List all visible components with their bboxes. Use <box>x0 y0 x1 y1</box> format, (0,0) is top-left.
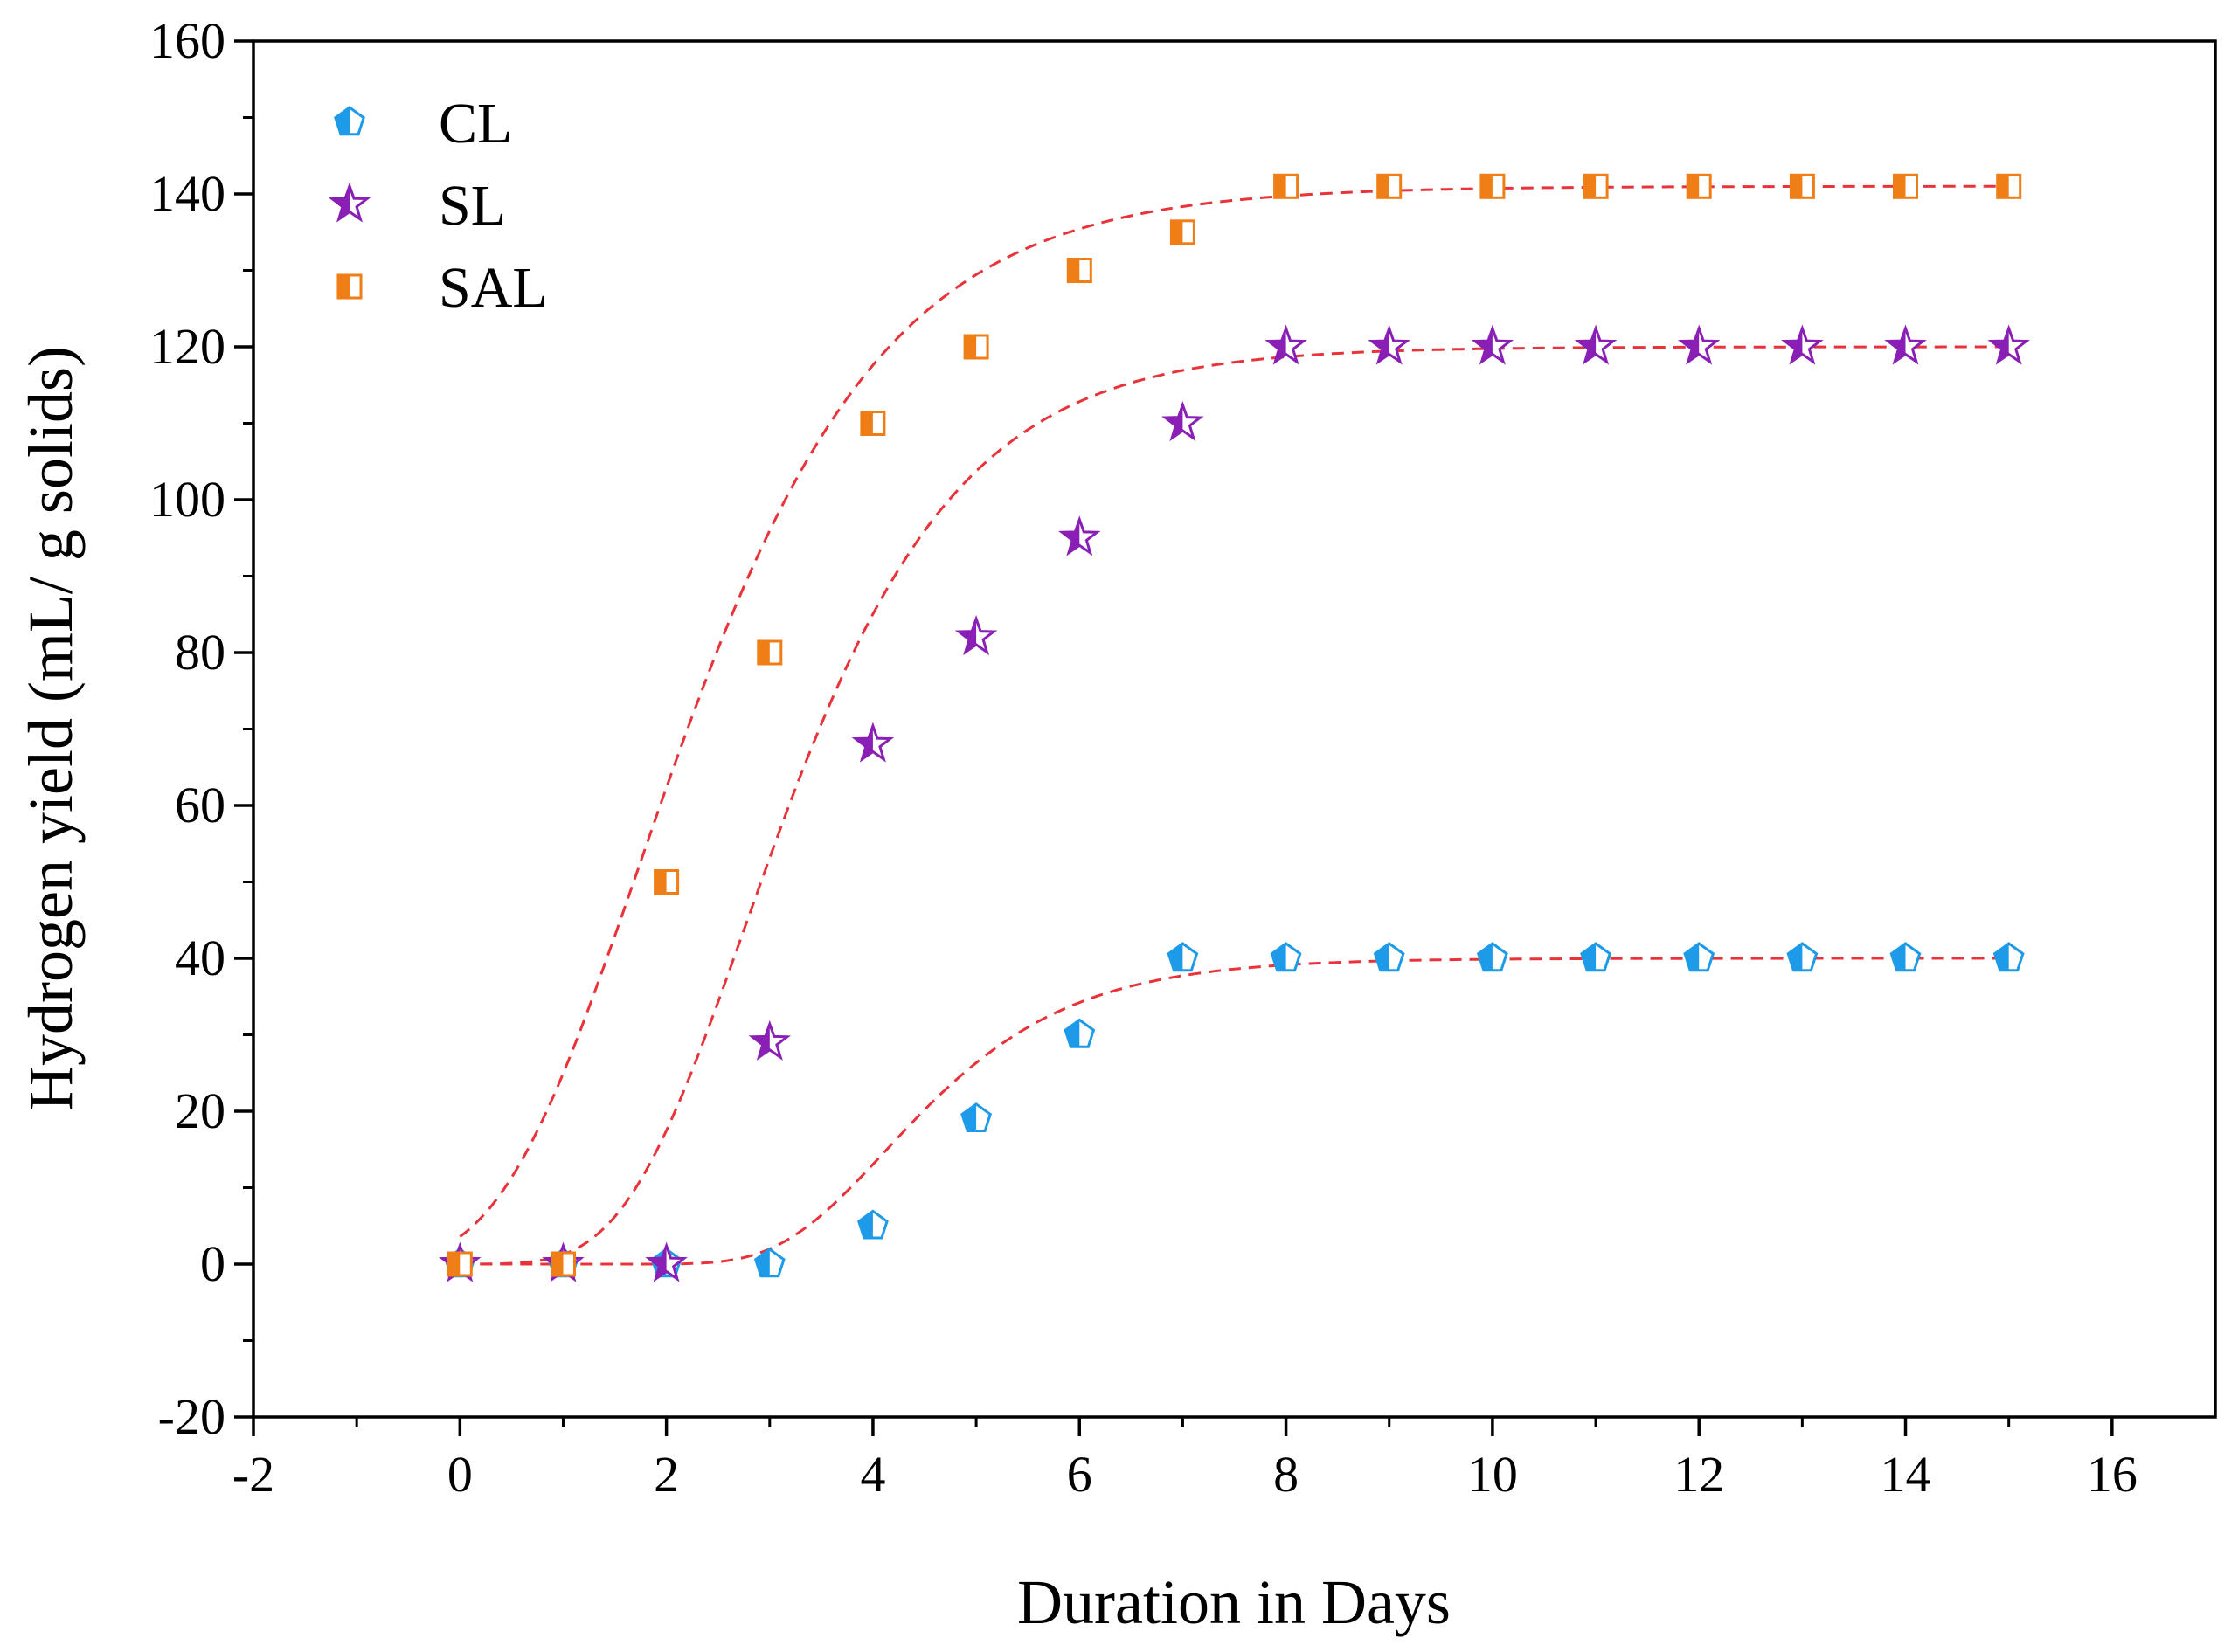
point-sal <box>1686 173 1712 199</box>
legend-marker-cl <box>334 106 365 136</box>
x-tick-label: -2 <box>232 1446 274 1503</box>
point-sl <box>1368 324 1410 365</box>
legend-label-sal: SAL <box>439 256 548 320</box>
point-cl <box>1064 1018 1096 1048</box>
point-sal <box>1893 173 1918 199</box>
x-tick-label: 14 <box>1881 1446 1931 1503</box>
point-sl <box>1161 401 1204 442</box>
legend-label-cl: CL <box>439 92 512 156</box>
point-cl <box>1270 942 1302 972</box>
legend-item-sal: SAL <box>336 256 548 320</box>
point-sal <box>757 639 783 666</box>
x-tick-label: 12 <box>1673 1446 1724 1503</box>
point-cl <box>1476 942 1508 972</box>
y-tick-label: 120 <box>149 318 225 375</box>
point-sl <box>1884 324 1927 365</box>
point-sal <box>447 1251 473 1277</box>
x-tick-label: 8 <box>1273 1446 1299 1503</box>
point-sal <box>1376 173 1403 199</box>
point-sal <box>654 869 680 895</box>
legend-item-sl: SL <box>328 174 506 238</box>
point-cl <box>1889 942 1922 972</box>
x-tick-label: 6 <box>1067 1446 1092 1503</box>
y-tick-label: 40 <box>175 930 225 986</box>
point-cl <box>1373 942 1405 972</box>
point-sl <box>1677 324 1721 365</box>
y-axis-title: Hydrogen yield (mL/ g solids) <box>16 346 86 1111</box>
point-cl <box>1992 942 2025 972</box>
point-sal <box>963 334 989 360</box>
point-sl <box>1471 324 1514 365</box>
y-tick-label: 0 <box>200 1235 225 1292</box>
point-cl <box>1786 942 1819 972</box>
point-sl <box>1058 515 1101 556</box>
point-sal <box>1273 173 1299 199</box>
point-sal <box>1479 173 1506 199</box>
y-tick-label: 80 <box>175 624 225 681</box>
fit-line-cl <box>460 957 2009 1266</box>
x-tick-label: 2 <box>654 1446 679 1503</box>
point-sl <box>1264 324 1307 365</box>
y-tick-label: 20 <box>175 1082 225 1139</box>
point-sal <box>1583 173 1609 199</box>
plot-area-frame <box>252 39 2217 1419</box>
x-tick-label: 0 <box>447 1446 473 1503</box>
point-cl <box>1580 942 1612 972</box>
point-sal <box>1996 173 2022 199</box>
point-sal <box>1789 173 1815 199</box>
point-sal <box>1066 258 1092 283</box>
point-sl <box>645 1241 688 1282</box>
point-cl <box>1167 942 1199 972</box>
legend: CL SL SAL <box>328 92 548 320</box>
fit-line-sl <box>460 345 2009 1266</box>
legend-label-sl: SL <box>439 174 506 238</box>
fit-line-sal <box>459 184 2009 1238</box>
point-cl <box>856 1209 889 1240</box>
point-sal <box>860 411 886 436</box>
x-axis-title: Duration in Days <box>1017 1567 1451 1637</box>
point-cl <box>1683 942 1715 972</box>
point-sl <box>1781 324 1824 365</box>
point-cl <box>960 1102 993 1133</box>
y-tick-label: -20 <box>158 1388 225 1445</box>
point-cl <box>753 1248 786 1278</box>
point-sl <box>748 1020 792 1061</box>
point-sl <box>954 615 998 656</box>
y-tick-label: 160 <box>149 12 225 69</box>
point-sl <box>1987 324 2030 365</box>
fit-curves <box>459 184 2009 1266</box>
point-sl <box>1574 324 1618 365</box>
x-tick-label: 4 <box>860 1446 885 1503</box>
y-tick-label: 100 <box>149 471 225 528</box>
legend-marker-sl <box>328 182 371 223</box>
point-sal <box>551 1251 576 1277</box>
x-tick-label: 10 <box>1467 1446 1518 1503</box>
y-tick-label: 60 <box>175 777 225 833</box>
y-tick-label: 140 <box>149 165 225 222</box>
legend-marker-sal <box>336 273 363 300</box>
data-markers <box>439 173 2030 1282</box>
point-sal <box>1169 219 1195 245</box>
x-tick-label: 16 <box>2087 1446 2137 1503</box>
legend-item-cl: CL <box>334 92 512 156</box>
point-sl <box>851 722 895 763</box>
